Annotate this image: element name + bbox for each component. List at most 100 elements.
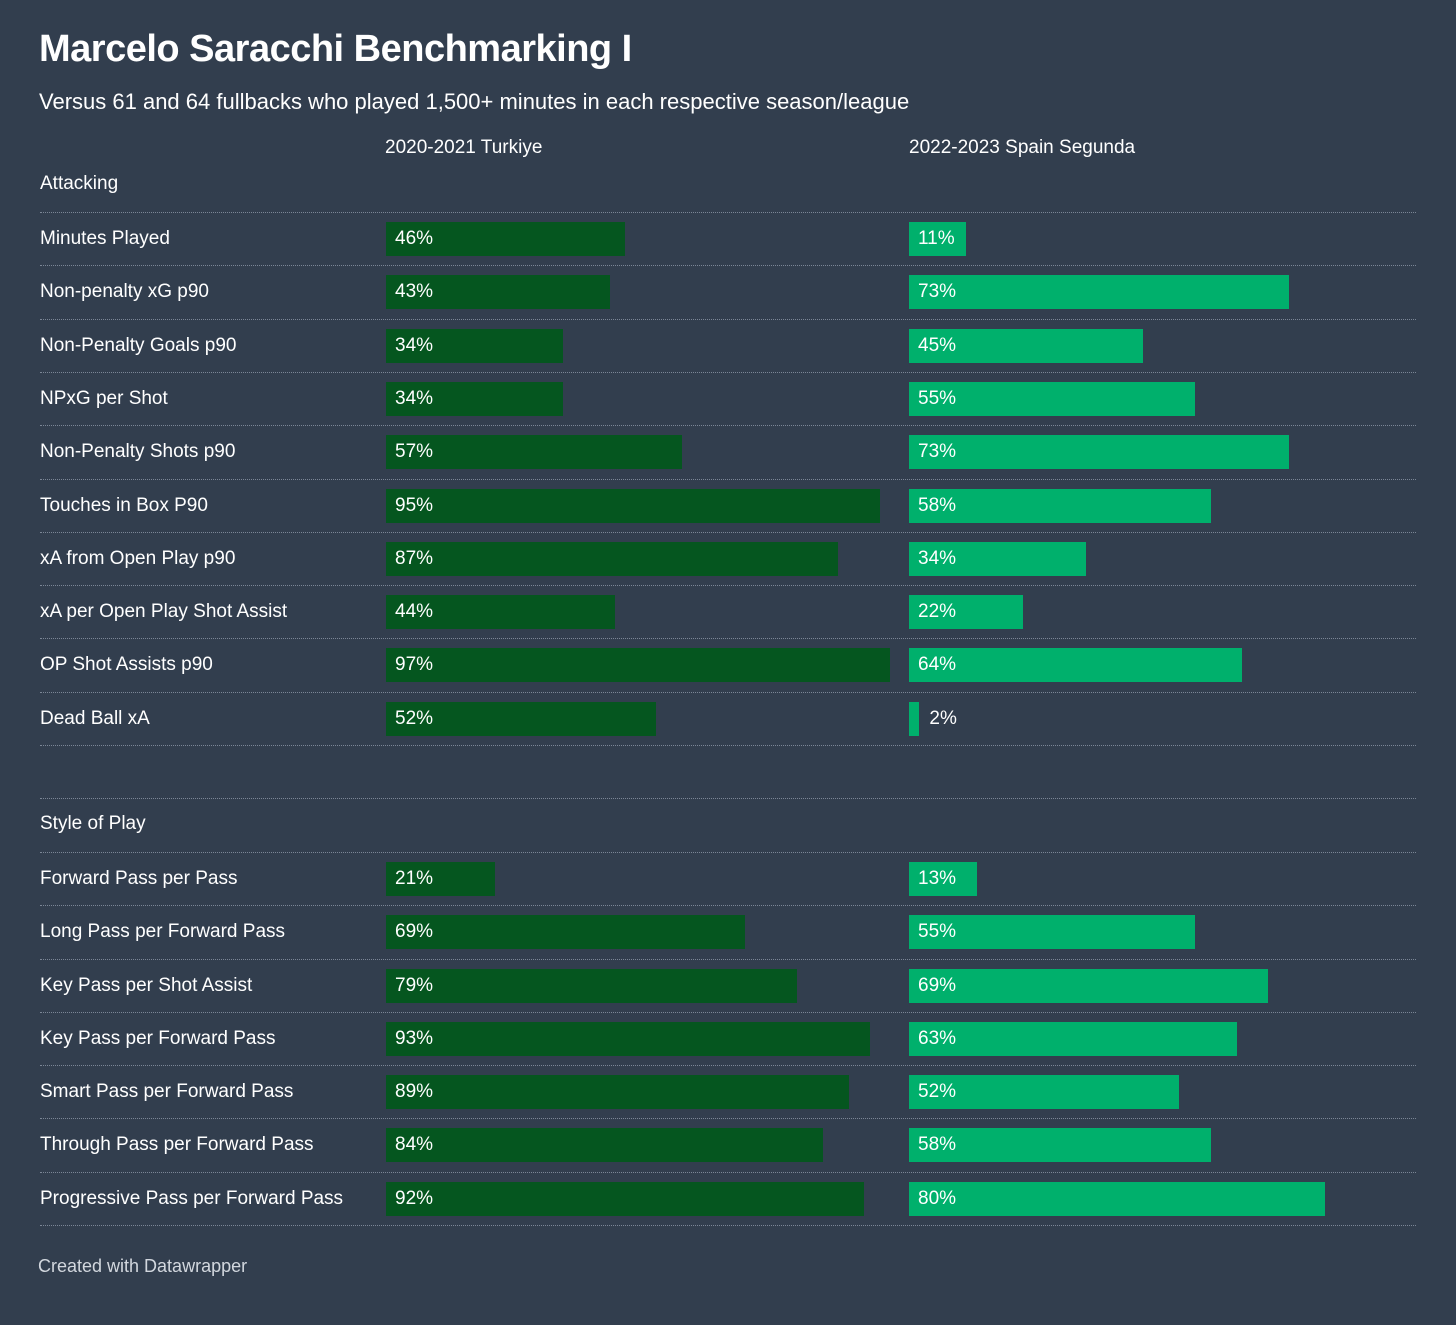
chart-subtitle: Versus 61 and 64 fullbacks who played 1,… xyxy=(39,89,910,114)
bar-2022-2023-spain-segunda xyxy=(909,1128,1211,1162)
data-label: 84% xyxy=(395,1134,434,1155)
section-label: Attacking xyxy=(40,173,119,194)
table-row: Key Pass per Shot Assist 79% 69% xyxy=(0,959,1456,1012)
bar-2022-2023-spain-segunda xyxy=(909,1182,1325,1216)
row-divider xyxy=(40,1012,1416,1013)
row-divider xyxy=(40,585,1416,586)
metric-label: Key Pass per Forward Pass xyxy=(40,1028,276,1049)
data-label: 34% xyxy=(395,335,434,356)
metric-label: Non-penalty xG p90 xyxy=(40,281,209,302)
row-divider xyxy=(40,798,1416,799)
metric-label: xA per Open Play Shot Assist xyxy=(40,601,288,622)
data-label: 43% xyxy=(395,281,434,302)
row-divider xyxy=(40,532,1416,533)
metric-label: xA from Open Play p90 xyxy=(40,548,236,569)
metric-label: Non-Penalty Shots p90 xyxy=(40,441,236,462)
metric-label: Long Pass per Forward Pass xyxy=(40,921,286,942)
metric-label: Dead Ball xA xyxy=(40,708,150,729)
bar-2022-2023-spain-segunda xyxy=(909,702,920,736)
row-divider xyxy=(40,319,1416,320)
bar-2020-2021-turkiye xyxy=(386,1182,865,1216)
bar-2020-2021-turkiye xyxy=(386,648,891,682)
metric-label: Touches in Box P90 xyxy=(40,495,208,516)
bar-2022-2023-spain-segunda xyxy=(909,489,1211,523)
row-divider xyxy=(40,425,1416,426)
data-label: 87% xyxy=(395,548,434,569)
bar-2022-2023-spain-segunda xyxy=(909,382,1195,416)
bar-2020-2021-turkiye xyxy=(386,969,797,1003)
data-label: 34% xyxy=(918,548,957,569)
metric-label: Forward Pass per Pass xyxy=(40,868,238,889)
data-label: 93% xyxy=(395,1028,434,1049)
bar-2022-2023-spain-segunda xyxy=(909,329,1143,363)
data-label: 58% xyxy=(918,495,957,516)
row-divider xyxy=(40,372,1416,373)
bar-2020-2021-turkiye xyxy=(386,862,496,896)
data-label: 58% xyxy=(918,1134,957,1155)
bar-2022-2023-spain-segunda xyxy=(909,648,1242,682)
data-label: 92% xyxy=(395,1188,434,1209)
bar-2020-2021-turkiye xyxy=(386,702,657,736)
row-divider xyxy=(40,905,1416,906)
table-row: OP Shot Assists p90 97% 64% xyxy=(0,638,1456,691)
metric-label: Non-Penalty Goals p90 xyxy=(40,335,237,356)
table-row: Touches in Box P90 95% 58% xyxy=(0,479,1456,532)
row-divider xyxy=(40,852,1416,853)
data-label: 57% xyxy=(395,441,434,462)
bar-2022-2023-spain-segunda xyxy=(909,1075,1180,1109)
bar-2020-2021-turkiye xyxy=(386,542,839,576)
bar-2020-2021-turkiye xyxy=(386,382,563,416)
metric-label: OP Shot Assists p90 xyxy=(40,654,213,675)
data-label: 95% xyxy=(395,495,434,516)
table-row: xA from Open Play p90 87% 34% xyxy=(0,532,1456,585)
table-row: Dead Ball xA 52% 2% xyxy=(0,692,1456,745)
table-row: Long Pass per Forward Pass 69% 55% xyxy=(0,905,1456,958)
table-row: Minutes Played 46% 11% xyxy=(0,212,1456,265)
column-header-spain-segunda: 2022-2023 Spain Segunda xyxy=(909,137,1136,158)
bar-2020-2021-turkiye xyxy=(386,1075,849,1109)
table-row: Through Pass per Forward Pass 84% 58% xyxy=(0,1118,1456,1171)
bar-2020-2021-turkiye xyxy=(386,1022,870,1056)
table-row: Progressive Pass per Forward Pass 92% 80% xyxy=(0,1172,1456,1225)
section-label: Style of Play xyxy=(40,813,146,834)
data-label: 46% xyxy=(395,228,434,249)
chart-title: Marcelo Saracchi Benchmarking I xyxy=(39,28,632,70)
data-label: 45% xyxy=(918,335,957,356)
metric-label: Progressive Pass per Forward Pass xyxy=(40,1188,344,1209)
bar-2020-2021-turkiye xyxy=(386,595,615,629)
data-label: 63% xyxy=(918,1028,957,1049)
data-label: 89% xyxy=(395,1081,434,1102)
data-label: 22% xyxy=(918,601,957,622)
data-label: 21% xyxy=(395,868,434,889)
table-row: Non-penalty xG p90 43% 73% xyxy=(0,265,1456,318)
table-row: Non-Penalty Shots p90 57% 73% xyxy=(0,425,1456,478)
table-row: NPxG per Shot 34% 55% xyxy=(0,372,1456,425)
table-row: Non-Penalty Goals p90 34% 45% xyxy=(0,319,1456,372)
metric-label: Key Pass per Shot Assist xyxy=(40,975,253,996)
data-label: 52% xyxy=(395,708,434,729)
data-label: 69% xyxy=(395,921,434,942)
data-label: 79% xyxy=(395,975,434,996)
bar-2020-2021-turkiye xyxy=(386,435,683,469)
bar-2020-2021-turkiye xyxy=(386,915,745,949)
row-divider xyxy=(40,1065,1416,1066)
row-divider xyxy=(40,745,1416,746)
data-label: 52% xyxy=(918,1081,957,1102)
row-divider xyxy=(40,479,1416,480)
data-label: 44% xyxy=(395,601,434,622)
metric-label: NPxG per Shot xyxy=(40,388,168,409)
bar-2020-2021-turkiye xyxy=(386,1128,823,1162)
data-label: 64% xyxy=(918,654,957,675)
metric-label: Smart Pass per Forward Pass xyxy=(40,1081,294,1102)
bar-2022-2023-spain-segunda xyxy=(909,915,1195,949)
table-row: Key Pass per Forward Pass 93% 63% xyxy=(0,1012,1456,1065)
data-label: 69% xyxy=(918,975,957,996)
bar-2022-2023-spain-segunda xyxy=(909,595,1024,629)
table-row: xA per Open Play Shot Assist 44% 22% xyxy=(0,585,1456,638)
row-divider xyxy=(40,265,1416,266)
footer-credit: Created with Datawrapper xyxy=(38,1256,248,1276)
data-label: 11% xyxy=(918,228,955,249)
data-label: 73% xyxy=(918,281,957,302)
bar-2022-2023-spain-segunda xyxy=(909,222,967,256)
row-divider xyxy=(40,212,1416,213)
